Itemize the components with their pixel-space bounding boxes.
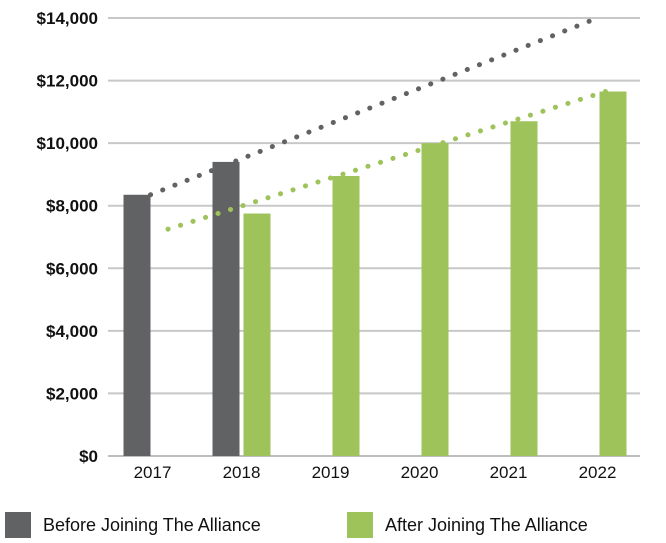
gridlines bbox=[108, 17, 640, 457]
x-tick-label: 2018 bbox=[223, 463, 261, 482]
y-tick-label: $10,000 bbox=[37, 134, 98, 153]
bars bbox=[123, 91, 627, 457]
x-tick-label: 2021 bbox=[490, 463, 528, 482]
y-tick-label: $0 bbox=[79, 447, 98, 466]
legend-item-after: After Joining The Alliance bbox=[347, 512, 588, 538]
x-axis-ticks: 2017 2018 2019 2020 2021 2022 bbox=[134, 463, 617, 482]
legend-label-before: Before Joining The Alliance bbox=[43, 514, 261, 535]
bar-2017-series-0 bbox=[123, 194, 151, 456]
y-tick-label: $14,000 bbox=[37, 9, 98, 28]
x-tick-label: 2019 bbox=[312, 463, 350, 482]
x-tick-label: 2020 bbox=[401, 463, 439, 482]
bar-2022-series-1 bbox=[599, 91, 627, 457]
bar-2020-series-1 bbox=[421, 143, 449, 456]
x-tick-label: 2022 bbox=[579, 463, 617, 482]
y-tick-label: $8,000 bbox=[46, 197, 98, 216]
bar-2018-series-1 bbox=[243, 213, 271, 456]
trendlines bbox=[148, 15, 608, 232]
bar-2018-series-0 bbox=[212, 161, 240, 456]
legend-swatch-after bbox=[347, 512, 373, 538]
y-tick-label: $6,000 bbox=[46, 259, 98, 278]
y-tick-label: $2,000 bbox=[46, 384, 98, 403]
y-axis-ticks: $0 $2,000 $4,000 $6,000 $8,000 $10,000 $12,000… bbox=[37, 9, 98, 466]
legend-swatch-before bbox=[5, 512, 31, 538]
trendline-series-0 bbox=[148, 15, 600, 198]
trendline-series-1 bbox=[165, 89, 608, 232]
bar-2021-series-1 bbox=[510, 121, 538, 456]
x-tick-label: 2017 bbox=[134, 463, 172, 482]
bar-2019-series-1 bbox=[332, 175, 360, 456]
bar-chart: $0 $2,000 $4,000 $6,000 $8,000 $10,000 $12,000… bbox=[37, 9, 640, 482]
y-tick-label: $4,000 bbox=[46, 322, 98, 341]
y-tick-label: $12,000 bbox=[37, 72, 98, 91]
legend: Before Joining The Alliance After Joinin… bbox=[0, 512, 666, 543]
legend-label-after: After Joining The Alliance bbox=[385, 514, 588, 535]
legend-item-before: Before Joining The Alliance bbox=[5, 512, 261, 538]
